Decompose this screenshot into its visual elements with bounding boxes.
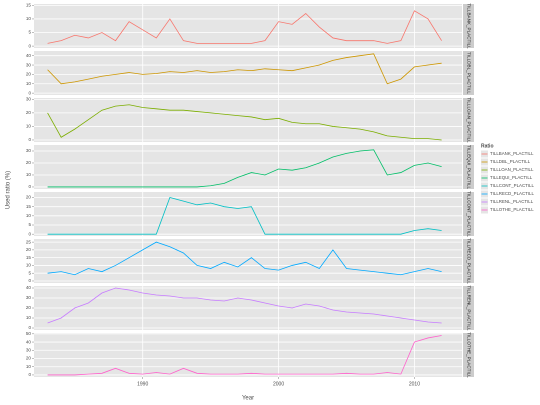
y-tick-label: 10 <box>26 364 32 369</box>
strip: TILLLOAN_PLACTILL <box>463 97 474 143</box>
strip: TILLDBL_PLACTILL <box>463 51 474 95</box>
y-tick-label: 10 <box>26 16 32 21</box>
y-tick-label: 15 <box>26 255 32 260</box>
strip: TILLCONT_PLACTILL <box>463 191 474 237</box>
y-tick-label: 5 <box>28 222 31 227</box>
y-tick-label: 10 <box>26 263 32 268</box>
y-tick-label: 0 <box>28 372 31 377</box>
x-tick-label: 1990 <box>137 381 148 387</box>
y-tick-label: 10 <box>26 315 32 320</box>
strip-background <box>463 51 474 95</box>
legend-label: TILLDBL_PLACTILL <box>490 159 531 164</box>
y-tick-label: 40 <box>26 53 32 58</box>
legend-label: TILLRECD_PLACTILL <box>490 191 534 196</box>
strip-label: TILLLOAN_PLACTILL <box>466 97 471 143</box>
legend-title: Ratio <box>481 143 494 149</box>
y-tick-label: 0 <box>28 231 31 236</box>
y-tick-label: 5 <box>28 30 31 35</box>
panel-background <box>34 239 462 283</box>
strip: TILLEQUI_PLACTILL <box>463 145 474 190</box>
y-tick-label: 15 <box>26 3 32 8</box>
strip-background <box>463 192 474 236</box>
strip-background <box>463 145 474 189</box>
y-tick-label: 0 <box>28 43 31 48</box>
y-tick-label: 25 <box>26 239 32 244</box>
data-line <box>47 104 442 141</box>
data-line <box>47 287 442 324</box>
legend-label: TILLRENL_PLACTILL <box>490 199 534 204</box>
y-tick-label: 10 <box>26 124 32 129</box>
strip: TILLRENL_PLACTILL <box>463 285 474 331</box>
data-line <box>47 197 442 235</box>
data-line <box>47 53 442 85</box>
y-axis-title: Used ratio (%) <box>6 171 12 209</box>
y-tick-label: 30 <box>26 347 32 352</box>
y-tick-label: 10 <box>26 81 32 86</box>
y-tick-label: 20 <box>26 247 32 252</box>
panel-background <box>34 98 462 142</box>
data-line <box>47 241 442 276</box>
x-tick-label: 2010 <box>409 381 420 387</box>
y-tick-label: 0 <box>28 90 31 95</box>
x-tick-label: 2000 <box>273 381 284 387</box>
x-axis-title: Year <box>242 396 254 402</box>
strip-label: TILLRECD_PLACTILL <box>466 238 471 284</box>
y-tick-label: 0 <box>28 278 31 283</box>
strip-label: TILLDBL_PLACTILL <box>466 52 471 94</box>
panel-background <box>34 145 462 189</box>
strip-label: TILLOTHE_PLACTILL <box>466 332 471 378</box>
strip: TILLBANK_PLACTILL <box>463 3 474 49</box>
y-tick-label: 30 <box>26 295 32 300</box>
strip-background <box>463 239 474 283</box>
y-tick-label: 40 <box>26 339 32 344</box>
y-tick-label: 15 <box>26 204 32 209</box>
legend-label: TILLLOAN_PLACTILL <box>490 167 534 172</box>
panel-background <box>34 51 462 95</box>
y-tick-label: 30 <box>26 62 32 67</box>
strip-background <box>463 286 474 330</box>
y-tick-label: 40 <box>26 285 32 290</box>
data-line <box>47 10 442 44</box>
strip-label: TILLEQUI_PLACTILL <box>466 145 471 190</box>
panel-background <box>34 333 462 377</box>
y-tick-label: 10 <box>26 172 32 177</box>
strip-label: TILLBANK_PLACTILL <box>466 3 471 49</box>
y-tick-label: 20 <box>26 110 32 115</box>
y-tick-label: 0 <box>28 325 31 330</box>
strip: TILLRECD_PLACTILL <box>463 238 474 284</box>
data-line <box>47 149 442 188</box>
strip-background <box>463 333 474 377</box>
y-tick-label: 10 <box>26 213 32 218</box>
legend-label: TILLOTHE_PLACTILL <box>490 207 534 212</box>
y-tick-label: 20 <box>26 160 32 165</box>
y-tick-label: 20 <box>26 72 32 77</box>
strip-label: TILLRENL_PLACTILL <box>466 285 471 331</box>
y-tick-label: 30 <box>26 97 32 102</box>
y-tick-label: 0 <box>28 137 31 142</box>
y-tick-label: 0 <box>28 184 31 189</box>
panel-background <box>34 4 462 48</box>
y-tick-label: 30 <box>26 148 32 153</box>
y-tick-label: 5 <box>28 270 31 275</box>
strip-background <box>463 4 474 48</box>
legend-label: TILLBANK_PLACTILL <box>490 151 534 156</box>
strip-background <box>463 98 474 142</box>
legend-label: TILLEQUI_PLACTILL <box>490 175 533 180</box>
strip-label: TILLCONT_PLACTILL <box>466 191 471 237</box>
strip: TILLOTHE_PLACTILL <box>463 332 474 378</box>
data-line <box>47 335 442 376</box>
y-tick-label: 50 <box>26 331 32 336</box>
y-tick-label: 20 <box>26 305 32 310</box>
legend-label: TILLCONT_PLACTILL <box>490 183 534 188</box>
panel-background <box>34 192 462 236</box>
y-tick-label: 20 <box>26 356 32 361</box>
y-tick-label: 20 <box>26 195 32 200</box>
